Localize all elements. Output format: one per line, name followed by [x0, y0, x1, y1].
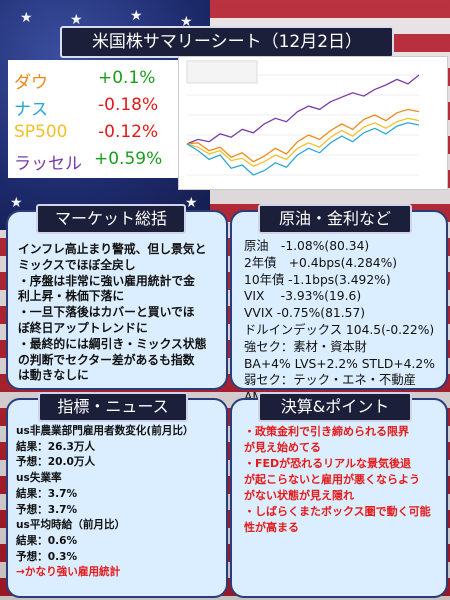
- news-text: us非農業部門雇用者数変化(前月比） 結果：26.3万人 予想：20.0万人 us失業…: [16, 424, 194, 581]
- text-line: 予想：0.3%: [16, 550, 78, 563]
- news-panel: 指標・ニュース us非農業部門雇用者数変化(前月比） 結果：26.3万人 予想：20…: [6, 392, 228, 598]
- star-icon: ★: [185, 195, 198, 211]
- text-line: は動きなしに: [18, 368, 89, 383]
- index-row-russell: ラッセル +0.59%: [14, 149, 162, 174]
- text-line: 原油 -1.08%(80.34): [244, 239, 370, 253]
- earnings-heading: 決算&ポイント: [258, 392, 412, 422]
- text-line: us平均時給（前月比）: [16, 519, 126, 532]
- line-chart: [179, 57, 447, 189]
- index-summary: ダウ +0.1% ナス -0.18% SP500 -0.12% ラッセル +0.…: [8, 60, 180, 178]
- text-line: 弱セク：テック・エネ・不動産: [244, 373, 416, 388]
- text-line: VVIX -0.75%(81.57): [244, 306, 366, 321]
- series-line: [186, 108, 420, 163]
- series-line: [186, 117, 420, 167]
- text-line: が起こらないと雇用が悪くならよう: [244, 473, 420, 486]
- text-line: ・一旦下落後はカバーと買いでほ: [18, 305, 195, 320]
- text-line: 性が高まる: [244, 521, 299, 534]
- oil-rates-text: 原油 -1.08%(80.34) 2年債 +0.4bps(4.284%) 10年債 …: [244, 238, 435, 406]
- text-line: 結果：3.7%: [16, 487, 78, 500]
- text-line: ・政策金利で引き締められる限界: [244, 425, 409, 438]
- text-line: ・序盤は非常に強い雇用統計で金: [18, 273, 195, 288]
- market-summary-heading: マーケット総括: [36, 204, 186, 234]
- text-line: 強セク：素材・資本財: [244, 339, 367, 354]
- index-name: ラッセル: [14, 154, 82, 174]
- market-summary-text: インフレ高止まり警戒、但し景気と ミックスでほぼ全戻し ・序盤は非常に強い雇用統計で…: [18, 242, 206, 384]
- page-title: 米国株サマリーシート（12月2日）: [60, 26, 394, 58]
- chart-legend: [186, 60, 258, 84]
- text-line: がない状態が見え隠れ: [244, 489, 354, 502]
- text-line: 予想：3.7%: [16, 503, 78, 516]
- index-row-sp500: SP500 -0.12%: [14, 122, 158, 142]
- index-change: +0.59%: [94, 149, 163, 169]
- text-line: 予想：20.0万人: [16, 456, 96, 469]
- chart-lines: [186, 74, 420, 176]
- text-line: 利上昇・株価下落に: [18, 289, 125, 304]
- text-line: ドルインデックス 104.5(-0.22%): [244, 322, 435, 337]
- text-line: の判断でセクター差があるも指数: [18, 352, 195, 367]
- oil-rates-heading: 原油・金利など: [258, 204, 412, 234]
- index-change: +0.1%: [98, 68, 156, 88]
- text-line: ・最終的には綱引き・ミックス状態: [18, 336, 207, 351]
- text-line: 10年債 -1.1bps(3.492%): [244, 272, 391, 287]
- series-line: [186, 122, 420, 176]
- text-line: インフレ高止まり警戒、但し景気と: [18, 242, 207, 256]
- index-name: SP500: [14, 122, 68, 142]
- index-name: ナス: [14, 100, 48, 120]
- star-icon: ★: [20, 10, 33, 26]
- oil-rates-panel: 原油・金利など 原油 -1.08%(80.34) 2年債 +0.4bps(4.28…: [230, 204, 448, 404]
- series-line: [186, 74, 420, 145]
- market-summary-panel: マーケット総括 インフレ高止まり警戒、但し景気と ミックスでほぼ全戻し ・序盤は非常…: [6, 204, 228, 390]
- index-change: -0.18%: [98, 95, 159, 115]
- text-line: VIX -3.93%(19.6): [244, 289, 362, 304]
- text-line: 結果：26.3万人: [16, 440, 96, 453]
- index-chart: [178, 56, 448, 190]
- text-line: ・FEDが恐れるリアルな景気後退: [244, 457, 412, 470]
- index-row-nasdaq: ナス -0.18%: [14, 95, 158, 120]
- index-row-dow: ダウ +0.1%: [14, 68, 155, 93]
- text-line: us失業率: [16, 472, 62, 485]
- news-heading: 指標・ニュース: [38, 392, 188, 422]
- star-icon: ★: [10, 195, 23, 211]
- index-change: -0.12%: [98, 122, 159, 142]
- index-name: ダウ: [14, 73, 48, 93]
- text-line: ぼ終日アップトレンドに: [18, 320, 148, 335]
- star-icon: ★: [130, 8, 143, 24]
- text-line: 2年債 +0.4bps(4.284%): [244, 255, 398, 270]
- text-line: 結果：0.6%: [16, 534, 78, 547]
- text-line: が見え始めてる: [244, 441, 321, 454]
- text-line: →かなり強い雇用統計: [16, 566, 121, 579]
- text-line: ミックスでほぼ全戻し: [18, 257, 136, 272]
- text-line: ・しばらくまたボックス圏で動く可能: [244, 505, 431, 518]
- text-line: us非農業部門雇用者数変化(前月比）: [16, 425, 194, 437]
- earnings-text: ・政策金利で引き締められる限界 が見え始めてる・FEDが恐れるリアルな景気後退 が起…: [244, 424, 431, 536]
- text-line: BA+4% LVS+2.2% STLD+4.2%: [244, 356, 435, 371]
- earnings-panel: 決算&ポイント ・政策金利で引き締められる限界 が見え始めてる・FEDが恐れるリア…: [230, 392, 448, 598]
- star-icon: ★: [70, 12, 83, 28]
